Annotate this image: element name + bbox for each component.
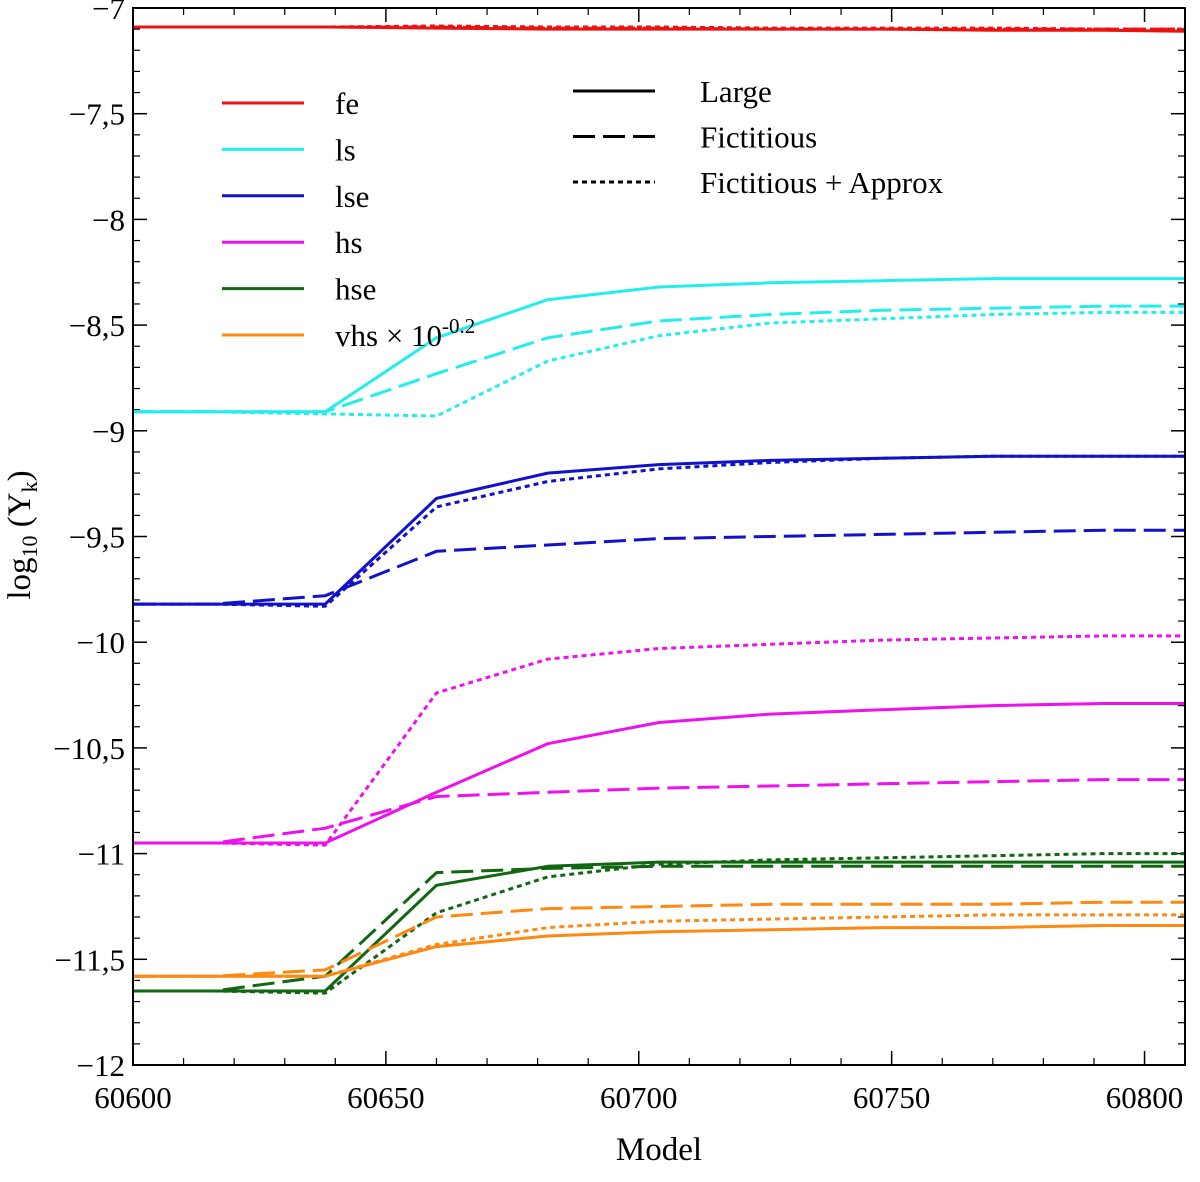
series-lse-dotted — [133, 454, 1185, 608]
y-tick-label: −7 — [92, 0, 125, 26]
series-hse-dashed — [133, 864, 1185, 993]
series-hs-dotted — [133, 634, 1185, 847]
series-lse-dashed — [133, 528, 1185, 606]
legend-label-fe: fe — [335, 86, 359, 121]
x-axis-label: Model — [616, 1132, 702, 1168]
y-tick-label: −10 — [77, 625, 125, 660]
x-tick-label: 60700 — [600, 1080, 678, 1115]
legend-label-hs: hs — [335, 225, 363, 260]
y-label-base: log — [2, 557, 38, 599]
tick-labels: 60600 60650 60700 60750 60800 −12 −11,5 −11 −10,… — [53, 0, 1183, 1115]
series-layer — [133, 24, 1186, 995]
y-label-sub: 10 — [17, 535, 42, 557]
y-tick-label: −8,5 — [69, 308, 125, 343]
x-tick-label: 60600 — [94, 1080, 172, 1115]
legend-species: fe ls lse hs hse vhs × 10-0.2 — [222, 86, 475, 353]
plot-frame — [132, 7, 1186, 1066]
y-tick-label: −7,5 — [69, 97, 125, 132]
series-vhs-dashed — [133, 900, 1185, 978]
y-tick-label: −9 — [92, 414, 125, 449]
series-fe-dotted — [133, 24, 1185, 31]
x-tick-label: 60750 — [853, 1080, 931, 1115]
series-ls-dotted — [133, 310, 1185, 418]
y-tick-label: −12 — [77, 1048, 125, 1083]
series-ls-solid — [133, 277, 1185, 414]
y-axis-label: log10 (Yk) — [2, 470, 42, 599]
legend-style-label-dotted: Fictitious + Approx — [700, 165, 944, 200]
y-label-end: ) — [2, 470, 38, 481]
legend-styles: Large Fictitious Fictitious + Approx — [573, 74, 944, 200]
y-tick-label: −11 — [78, 837, 125, 872]
series-vhs-solid — [133, 924, 1185, 978]
legend-style-label-dashed: Fictitious — [700, 120, 817, 155]
series-ls-dashed — [133, 304, 1185, 414]
y-label-sub2: k — [17, 481, 42, 492]
legend-label-ls: ls — [335, 132, 356, 167]
y-tick-label: −8 — [92, 202, 125, 237]
legend-label-hse: hse — [335, 272, 376, 307]
y-label-mid: (Y — [2, 492, 38, 535]
series-hse-dotted — [133, 852, 1185, 995]
series-vhs-dotted — [133, 913, 1185, 978]
series-lse-solid — [133, 454, 1185, 606]
y-tick-label: −10,5 — [53, 731, 125, 766]
x-tick-label: 60650 — [347, 1080, 425, 1115]
series-hs-dashed — [133, 778, 1185, 845]
legend-label-vhs: vhs × 10-0.2 — [335, 314, 475, 353]
x-tick-label: 60800 — [1106, 1080, 1184, 1115]
axis-ticks — [132, 7, 1185, 1066]
series-hs-solid — [133, 702, 1185, 845]
y-tick-label: −9,5 — [69, 520, 125, 555]
legend-style-label-solid: Large — [700, 74, 772, 109]
legend-label-sup: -0.2 — [442, 314, 475, 338]
y-tick-label: −11,5 — [54, 942, 125, 977]
legend-label-lse: lse — [335, 179, 369, 214]
